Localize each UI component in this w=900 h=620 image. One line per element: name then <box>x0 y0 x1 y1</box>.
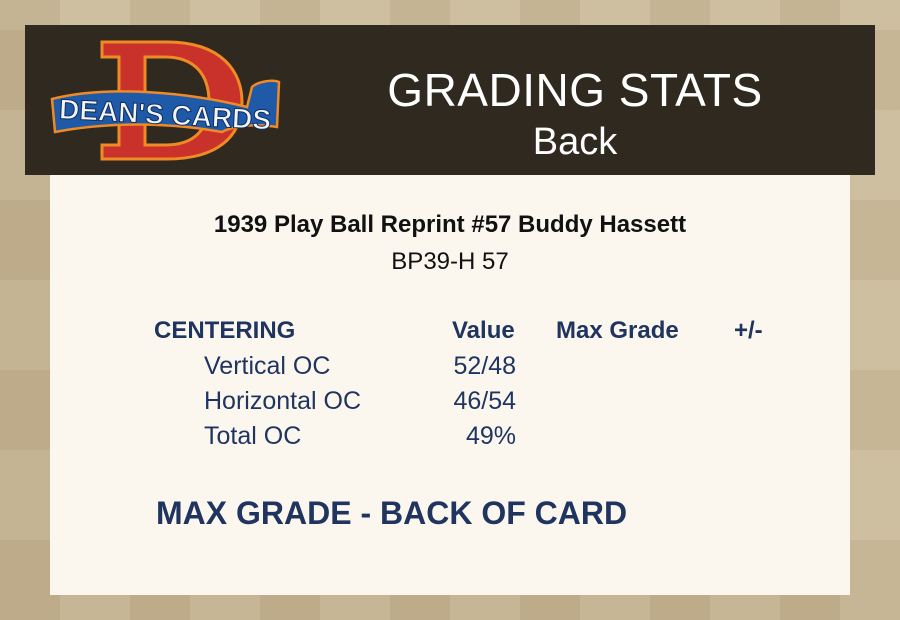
header-banner: DEAN'S CARDS GRADING STATS Back <box>25 25 875 175</box>
max-grade-header: Max Grade <box>556 317 679 344</box>
deans-cards-logo: DEAN'S CARDS <box>50 40 281 161</box>
card-name: 1939 Play Ball Reprint #57 Buddy Hassett <box>213 211 687 238</box>
row-value: 52/48 <box>453 352 516 380</box>
stats-panel: 1939 Play Ball Reprint #57 Buddy Hassett… <box>50 175 850 595</box>
card-code: BP39-H 57 <box>391 248 509 275</box>
centering-header: CENTERING <box>154 317 296 344</box>
diff-header: +/- <box>734 317 763 344</box>
page-subtitle: Back <box>532 121 618 163</box>
row-label: Vertical OC <box>204 352 331 380</box>
value-header: Value <box>452 317 515 344</box>
row-value: 49% <box>465 422 516 450</box>
max-grade-back-label: MAX GRADE - BACK OF CARD <box>156 495 628 531</box>
row-label: Horizontal OC <box>204 387 361 415</box>
row-value: 46/54 <box>453 387 516 415</box>
page-title: GRADING STATS <box>387 64 763 116</box>
row-label: Total OC <box>204 422 302 450</box>
